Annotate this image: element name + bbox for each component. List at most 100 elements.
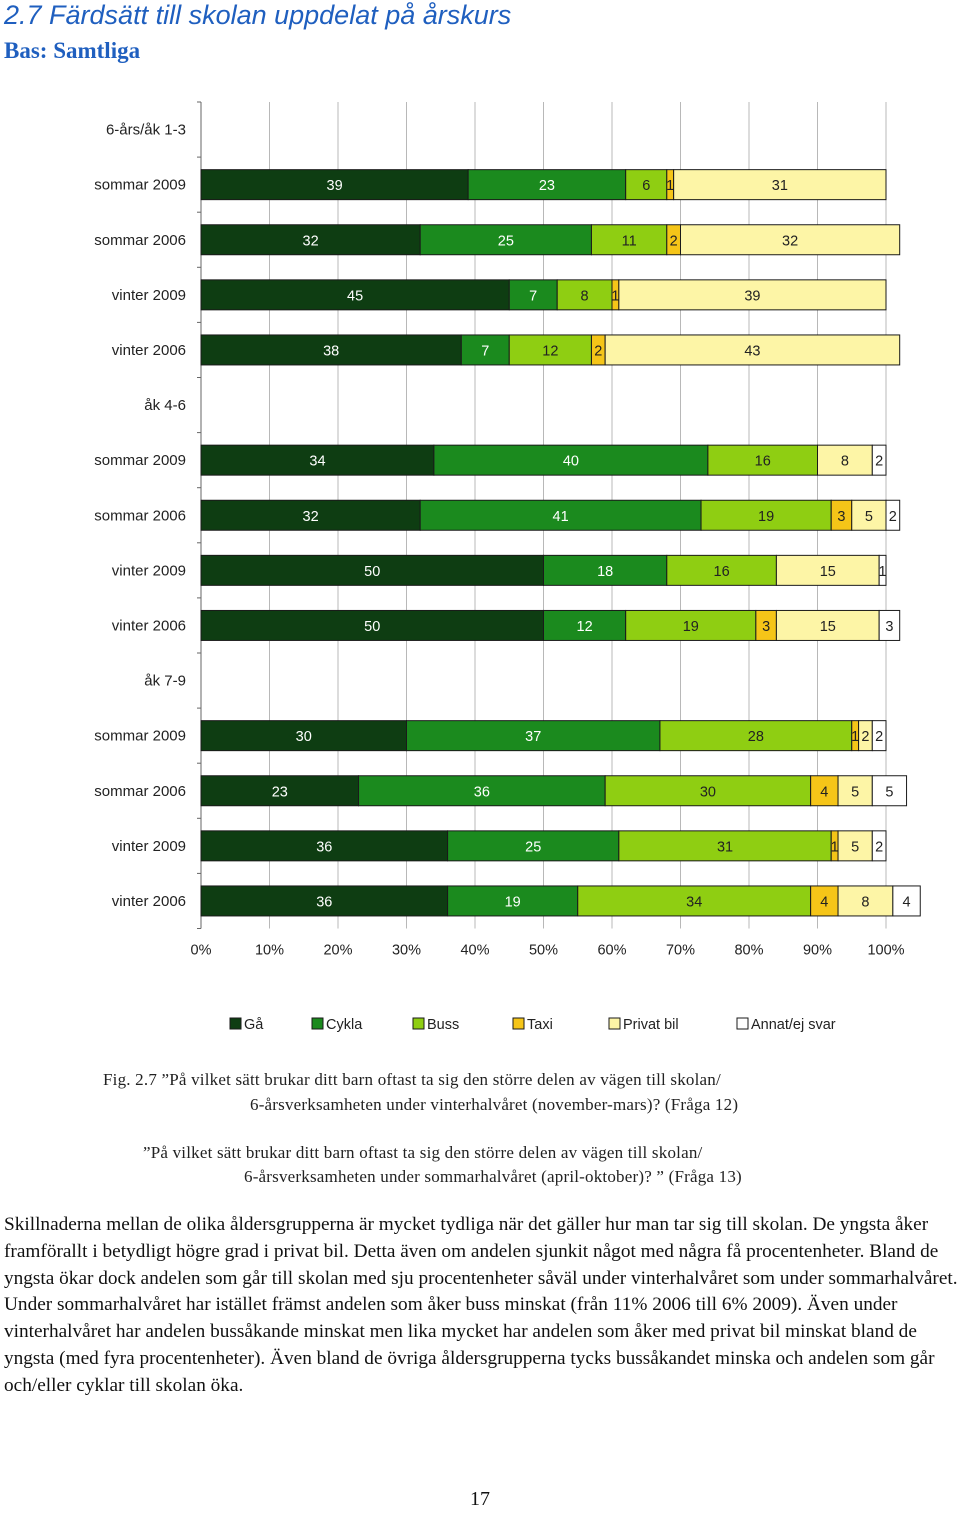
bar-segment-cykla (433, 444, 709, 476)
data-label: 8 (841, 454, 849, 470)
data-label: 34 (686, 894, 702, 910)
row-label: sommar 2006 (94, 232, 186, 249)
bar-segment-ga (200, 499, 421, 531)
data-label: 15 (820, 564, 836, 580)
data-label: 4 (820, 784, 828, 800)
bar-segment-annat (871, 775, 908, 807)
bar-segment-cykla (419, 499, 702, 531)
data-label: 1 (879, 564, 887, 580)
bar-segment-ga (200, 720, 407, 752)
bar-segment-ga (200, 609, 544, 641)
legend-swatch-taxi (512, 1017, 525, 1030)
data-label: 8 (861, 894, 869, 910)
body-paragraph: Skillnaderna mellan de olika åldersgrupp… (4, 1214, 958, 1396)
row-label: sommar 2006 (94, 783, 186, 800)
legend-label: Annat/ej svar (751, 1017, 836, 1033)
legend-swatch-buss (412, 1017, 425, 1030)
bar-segment-cykla (543, 609, 627, 641)
bar-segment-annat (871, 830, 887, 862)
bar-segment-annat (871, 720, 887, 752)
data-label: 50 (364, 564, 380, 580)
page-heading: 2.7 Färdsätt till skolan uppdelat på års… (4, 0, 512, 30)
group-label: åk 4-6 (144, 397, 186, 414)
x-tick-label: 100% (867, 943, 904, 959)
legend-swatch-ga (229, 1017, 242, 1030)
bar-segment-ga (200, 554, 544, 586)
bar-segment-annat (878, 554, 887, 586)
data-label: 8 (581, 288, 589, 304)
bar-segment-ga (200, 279, 510, 311)
bar-segment-cykla (447, 885, 579, 917)
row-label: sommar 2009 (94, 177, 186, 194)
row-label: vinter 2009 (112, 287, 186, 304)
data-label: 6 (642, 178, 650, 194)
bar-segment-privat-bil (851, 499, 887, 531)
data-label: 30 (700, 784, 716, 800)
row-label: vinter 2009 (112, 562, 186, 579)
data-label: 36 (316, 894, 332, 910)
data-label: 50 (364, 619, 380, 635)
data-label: 7 (481, 343, 489, 359)
data-label: 40 (563, 454, 579, 470)
bar-segment-buss (625, 609, 757, 641)
figure-caption-line-1: Fig. 2.7 ”På vilket sätt brukar ditt bar… (103, 1070, 721, 1089)
data-label: 15 (820, 619, 836, 635)
x-tick-label: 80% (734, 943, 763, 959)
data-label: 38 (323, 343, 339, 359)
legend-swatch-annat (736, 1017, 749, 1030)
x-tick-label: 60% (597, 943, 626, 959)
x-tick-label: 0% (191, 943, 212, 959)
data-label: 1 (611, 288, 619, 304)
x-tick-label: 30% (392, 943, 421, 959)
bar-segment-privat-bil (618, 279, 887, 311)
bar-segment-ga (200, 830, 449, 862)
data-label: 1 (851, 729, 859, 745)
data-label: 4 (903, 894, 911, 910)
bar-segment-taxi (810, 885, 839, 917)
data-label: 32 (782, 233, 798, 249)
bar-segment-cykla (447, 830, 620, 862)
bar-segment-annat (878, 609, 901, 641)
data-label: 19 (683, 619, 699, 635)
bar-segment-annat (885, 499, 901, 531)
data-label: 5 (885, 784, 893, 800)
data-label: 5 (851, 839, 859, 855)
bar-segment-buss (700, 499, 832, 531)
data-label: 19 (505, 894, 521, 910)
data-label: 36 (474, 784, 490, 800)
data-label: 19 (758, 509, 774, 525)
x-tick-label: 20% (323, 943, 352, 959)
group-label: 6-års/åk 1-3 (106, 122, 186, 139)
page-number: 17 (470, 1488, 490, 1510)
x-tick-label: 90% (803, 943, 832, 959)
row-label: vinter 2006 (112, 893, 186, 910)
legend-label: Privat bil (623, 1017, 679, 1033)
data-label: 2 (861, 729, 869, 745)
bar-segment-cykla (460, 334, 510, 366)
data-label: 32 (303, 509, 319, 525)
legend-label: Buss (427, 1017, 459, 1033)
bar-segment-cykla (419, 224, 592, 256)
data-label: 2 (670, 233, 678, 249)
data-label: 41 (553, 509, 569, 525)
bar-segment-buss (707, 444, 819, 476)
data-label: 36 (316, 839, 332, 855)
x-tick-label: 50% (529, 943, 558, 959)
data-label: 5 (865, 509, 873, 525)
data-label: 31 (717, 839, 733, 855)
figure-caption-line-3: ”På vilket sätt brukar ditt barn oftast … (143, 1143, 703, 1162)
x-tick-label: 70% (666, 943, 695, 959)
bar-segment-ga (200, 444, 435, 476)
row-label: sommar 2006 (94, 507, 186, 524)
row-label: vinter 2009 (112, 838, 186, 855)
page-subheading: Bas: Samtliga (4, 38, 141, 63)
group-label: åk 7-9 (144, 673, 186, 690)
bar-segment-privat-bil (680, 224, 901, 256)
bar-segment-taxi (810, 775, 839, 807)
bar-segment-ga (200, 169, 469, 201)
bar-segment-privat-bil (673, 169, 887, 201)
bar-segment-privat-bil (837, 885, 894, 917)
bar-segment-annat (871, 444, 887, 476)
data-label: 3 (762, 619, 770, 635)
